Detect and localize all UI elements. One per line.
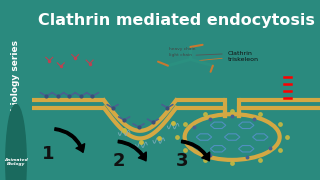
Text: 3: 3: [176, 152, 188, 170]
Text: Cell biology series: Cell biology series: [12, 40, 20, 133]
Circle shape: [6, 104, 26, 180]
Text: light chain: light chain: [169, 53, 192, 57]
Text: heavy chain: heavy chain: [169, 47, 195, 51]
Text: Animated
Biology: Animated Biology: [4, 158, 28, 166]
Text: Clathrin
triskeleon: Clathrin triskeleon: [228, 51, 259, 62]
FancyArrowPatch shape: [181, 140, 210, 161]
Text: 2: 2: [113, 152, 125, 170]
Text: 1: 1: [42, 145, 55, 163]
Text: Clathrin mediated endocytosis: Clathrin mediated endocytosis: [37, 13, 315, 28]
FancyArrowPatch shape: [118, 140, 146, 161]
FancyArrowPatch shape: [55, 128, 84, 152]
